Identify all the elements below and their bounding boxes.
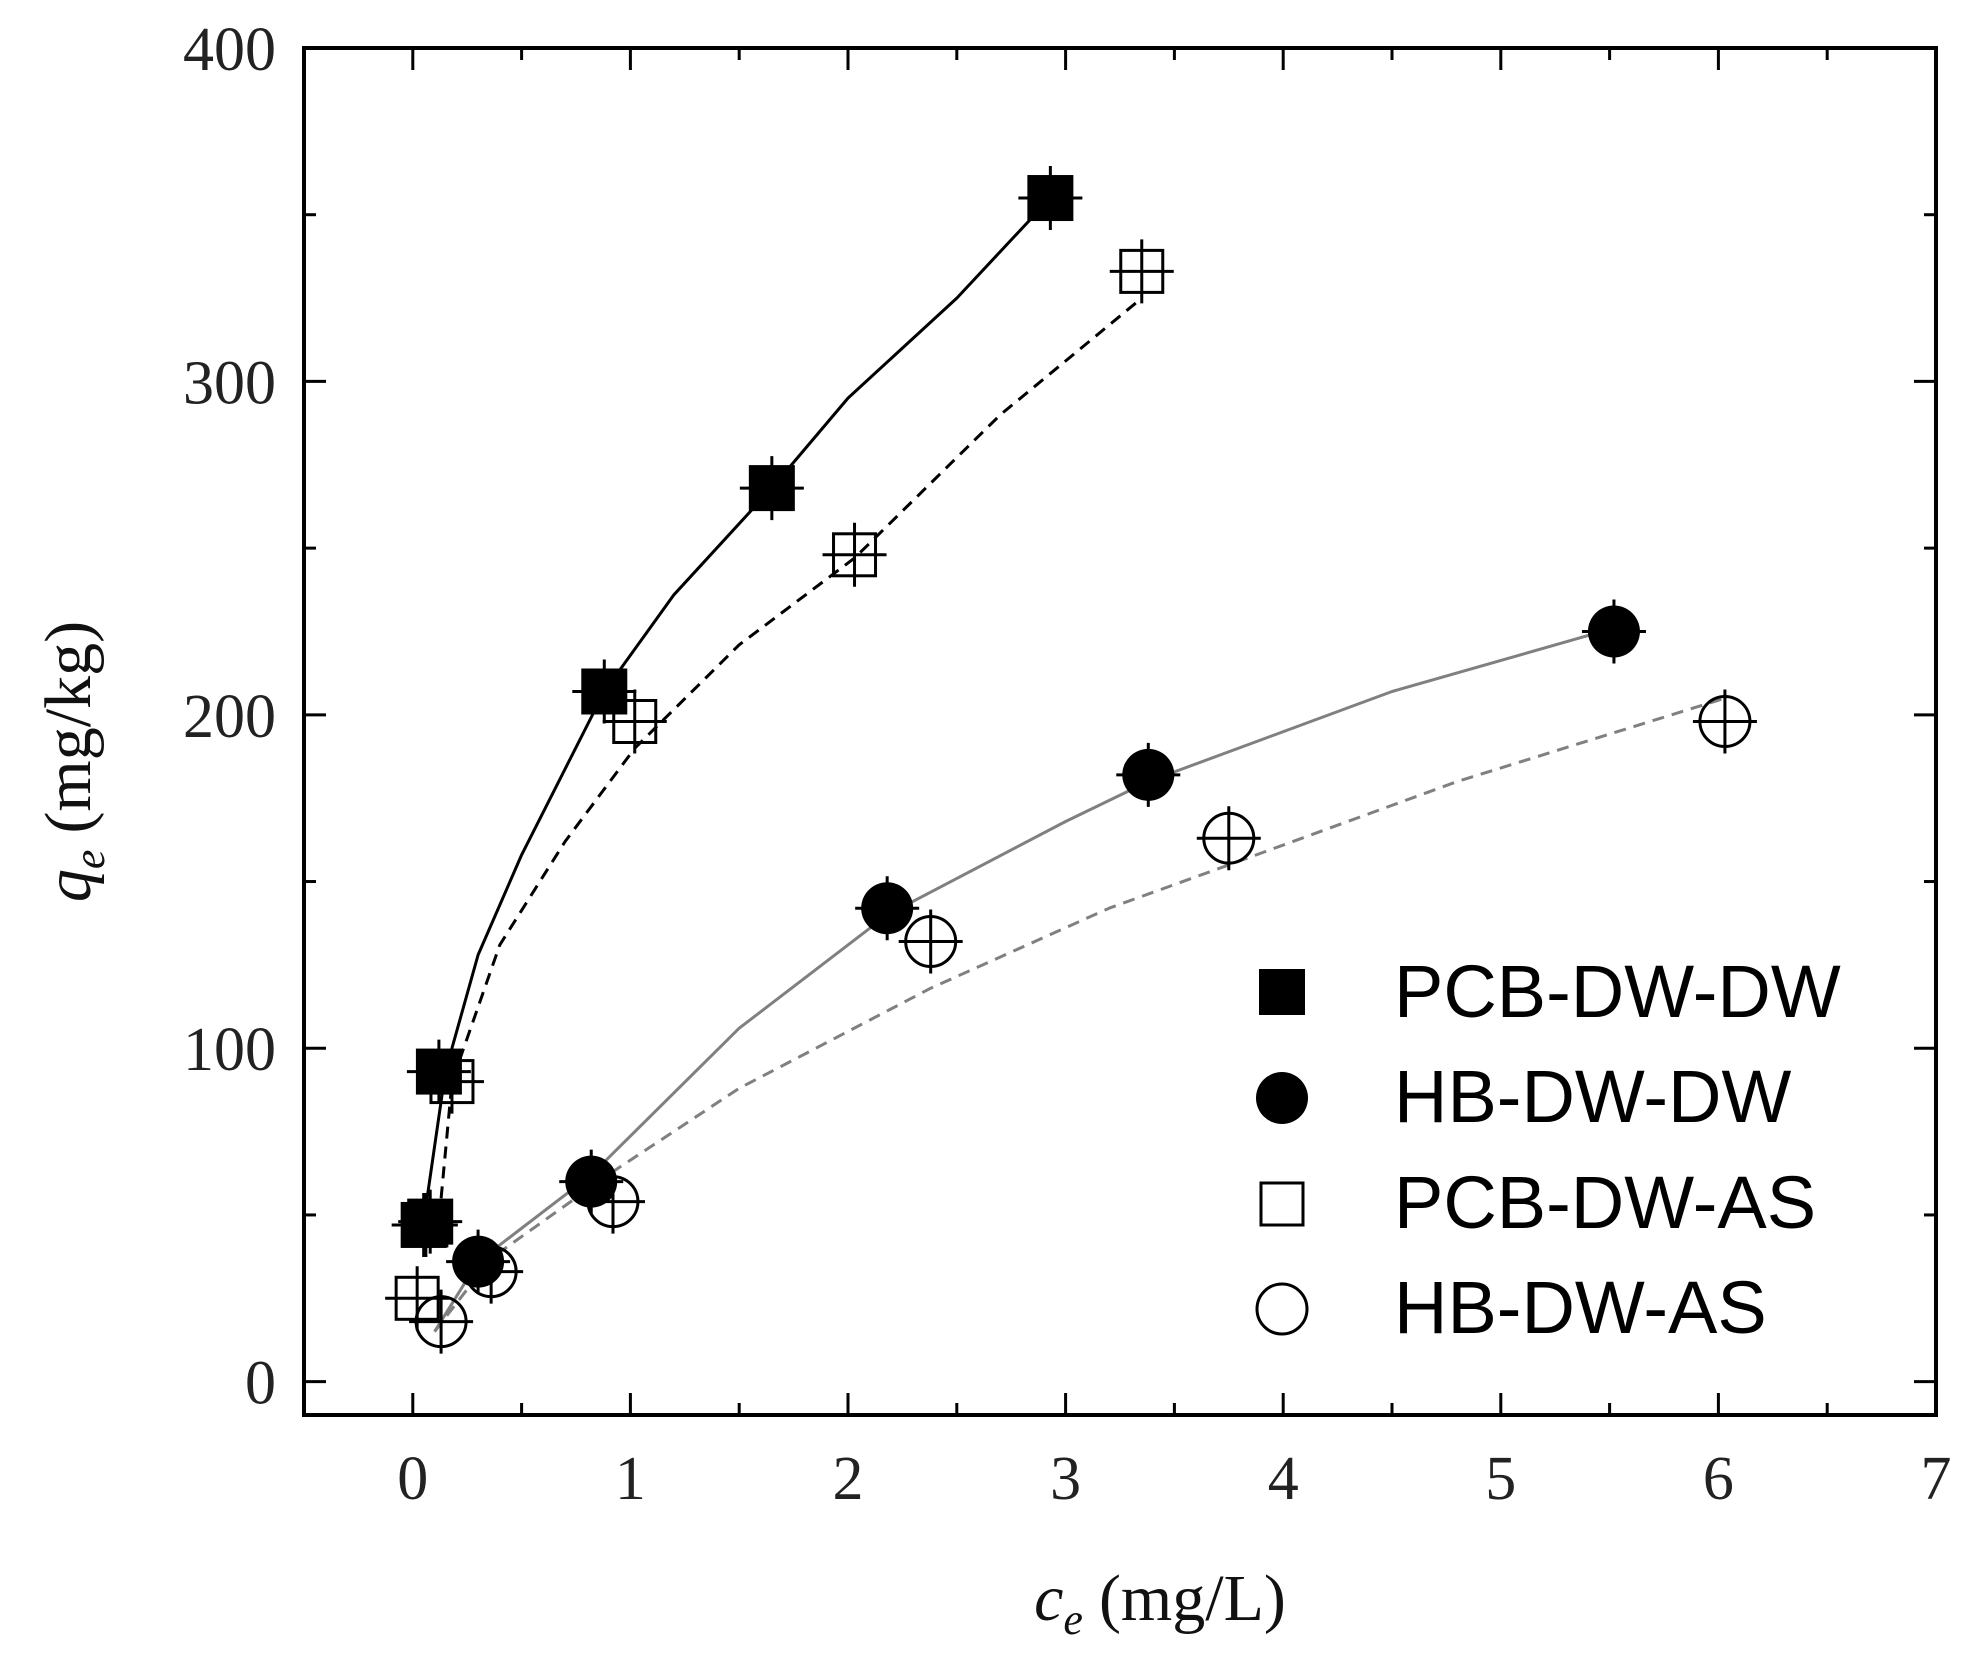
x-tick-label: 7 bbox=[1921, 1445, 1952, 1513]
plot-frame bbox=[302, 46, 1938, 1417]
data-point-pcb-dw-dw bbox=[1027, 175, 1074, 222]
y-axis-label-unit: (mg/kg) bbox=[32, 621, 105, 834]
data-point-pcb-dw-as bbox=[612, 698, 658, 744]
data-point-pcb-dw-dw bbox=[581, 668, 628, 715]
y-axis-label: qe (mg/kg) bbox=[32, 621, 114, 902]
legend: PCB-DW-DW HB-DW-DW PCB-DW-AS HB-DW-AS bbox=[1255, 950, 1841, 1349]
y-tick-label: 200 bbox=[183, 683, 276, 751]
data-point-hb-dw-as bbox=[1698, 694, 1752, 748]
data-point-hb-dw-as bbox=[464, 1245, 518, 1299]
x-tick-label: 4 bbox=[1268, 1445, 1299, 1513]
fit-line-pcb-dw-dw bbox=[422, 196, 1052, 1222]
data-point-pcb-dw-dw bbox=[415, 1048, 462, 1095]
legend-item-pcb-dw-as: PCB-DW-AS bbox=[1259, 1161, 1816, 1244]
x-axis-label: ce (mg/L) bbox=[1034, 1562, 1286, 1644]
x-tick-label: 3 bbox=[1050, 1445, 1081, 1513]
x-tick-label: 2 bbox=[833, 1445, 864, 1513]
x-tick-label: 5 bbox=[1485, 1445, 1516, 1513]
y-tick-label: 100 bbox=[183, 1016, 276, 1084]
legend-marker-filled-square bbox=[1259, 969, 1305, 1015]
data-point-hb-dw-dw bbox=[861, 882, 914, 935]
legend-marker-open-circle bbox=[1255, 1282, 1309, 1336]
data-point-pcb-dw-dw bbox=[748, 465, 795, 512]
axis-ticks: 0 1 2 3 4 5 6 7 0 100 200 300 400 bbox=[183, 16, 1952, 1513]
data-point-hb-dw-as bbox=[904, 915, 958, 969]
x-tick-label: 6 bbox=[1703, 1445, 1734, 1513]
data-point-pcb-dw-as bbox=[403, 1202, 449, 1248]
y-tick-label: 300 bbox=[183, 349, 276, 417]
data-point-pcb-dw-as bbox=[832, 532, 878, 578]
legend-marker-open-square bbox=[1259, 1181, 1305, 1227]
legend-label-pcb-dw-dw: PCB-DW-DW bbox=[1394, 950, 1841, 1033]
legend-label-hb-dw-dw: HB-DW-DW bbox=[1394, 1055, 1791, 1138]
x-axis-label-symbol: c bbox=[1034, 1562, 1063, 1635]
legend-marker-filled-circle bbox=[1256, 1072, 1308, 1124]
y-tick-label: 0 bbox=[245, 1350, 276, 1418]
data-point-pcb-dw-as bbox=[429, 1059, 475, 1105]
legend-label-pcb-dw-as: PCB-DW-AS bbox=[1394, 1161, 1816, 1244]
y-axis-label-subscript: e bbox=[65, 850, 114, 870]
fit-line-hb-dw-as bbox=[433, 696, 1726, 1333]
data-point-hb-dw-as bbox=[586, 1175, 640, 1229]
data-point-hb-dw-dw bbox=[452, 1235, 505, 1288]
y-tick-label: 400 bbox=[183, 16, 276, 84]
y-axis-label-symbol: q bbox=[32, 869, 105, 902]
data-point-hb-dw-dw bbox=[565, 1155, 618, 1208]
legend-label-hb-dw-as: HB-DW-AS bbox=[1394, 1266, 1767, 1349]
data-point-hb-dw-as bbox=[414, 1295, 468, 1349]
x-axis-label-unit: (mg/L) bbox=[1099, 1562, 1286, 1635]
legend-item-pcb-dw-dw: PCB-DW-DW bbox=[1259, 950, 1841, 1033]
legend-item-hb-dw-dw: HB-DW-DW bbox=[1256, 1055, 1791, 1138]
legend-item-hb-dw-as: HB-DW-AS bbox=[1255, 1266, 1767, 1349]
x-axis-label-subscript: e bbox=[1063, 1595, 1083, 1644]
data-markers bbox=[394, 175, 1752, 1349]
x-tick-label: 0 bbox=[397, 1445, 428, 1513]
fit-line-pcb-dw-as bbox=[439, 296, 1143, 1199]
data-point-hb-dw-dw bbox=[1122, 748, 1175, 801]
data-point-pcb-dw-as bbox=[1119, 248, 1165, 294]
data-point-hb-dw-as bbox=[1202, 811, 1256, 865]
x-tick-label: 1 bbox=[615, 1445, 646, 1513]
data-point-hb-dw-dw bbox=[1587, 605, 1640, 658]
